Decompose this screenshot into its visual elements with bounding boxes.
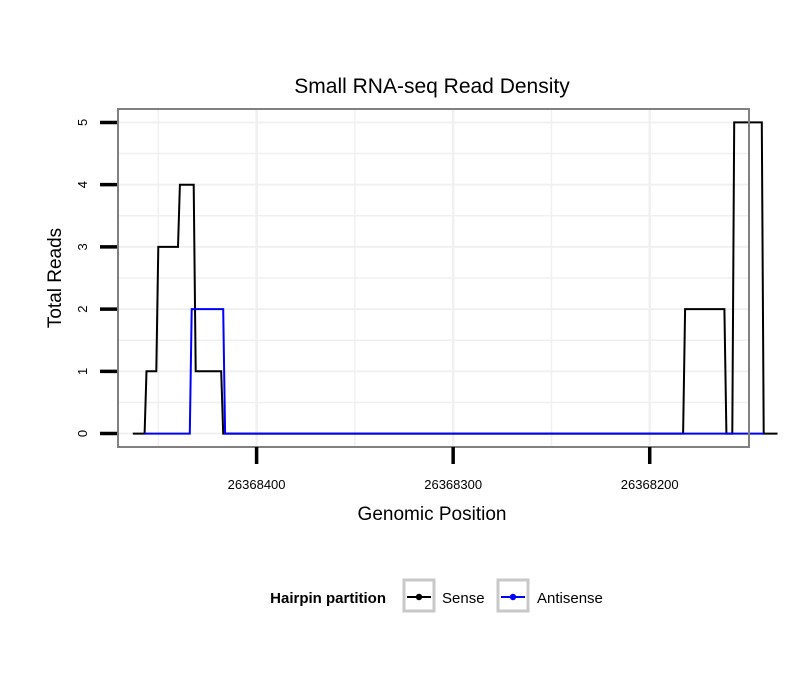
y-tick-label: 3 [75, 243, 90, 250]
y-tick-label: 0 [75, 430, 90, 437]
legend-entry-sense: Sense [402, 578, 485, 613]
legend: Hairpin partition Sense Antisense [270, 578, 603, 613]
x-axis-label: Genomic Position [358, 504, 507, 525]
x-tick-label: 26368300 [424, 477, 482, 492]
legend-dot-sense [415, 593, 423, 601]
chart-title: Small RNA-seq Read Density [294, 75, 570, 98]
grid-lines [119, 110, 748, 446]
plot-panel-border [117, 108, 750, 448]
y-tick-label: 2 [75, 305, 90, 312]
legend-dot-antisense [509, 593, 517, 601]
legend-entry-antisense: Antisense [496, 578, 603, 613]
y-tick-label: 4 [75, 181, 90, 188]
y-tick-label: 1 [75, 368, 90, 375]
y-axis-ticks: 0 1 2 3 4 5 [75, 119, 117, 437]
series-line-sense [132, 121, 778, 435]
legend-title: Hairpin partition [270, 590, 386, 607]
legend-label-antisense: Antisense [537, 590, 603, 607]
legend-label-sense: Sense [442, 590, 485, 607]
y-axis-label: Total Reads [45, 228, 66, 328]
x-tick-label: 26368200 [621, 477, 679, 492]
x-tick-label: 26368400 [228, 477, 286, 492]
y-tick-label: 5 [75, 119, 90, 126]
series-line-antisense [144, 308, 764, 435]
x-axis-ticks: 26368400 26368300 26368200 [228, 447, 679, 492]
series-lines [132, 121, 778, 435]
